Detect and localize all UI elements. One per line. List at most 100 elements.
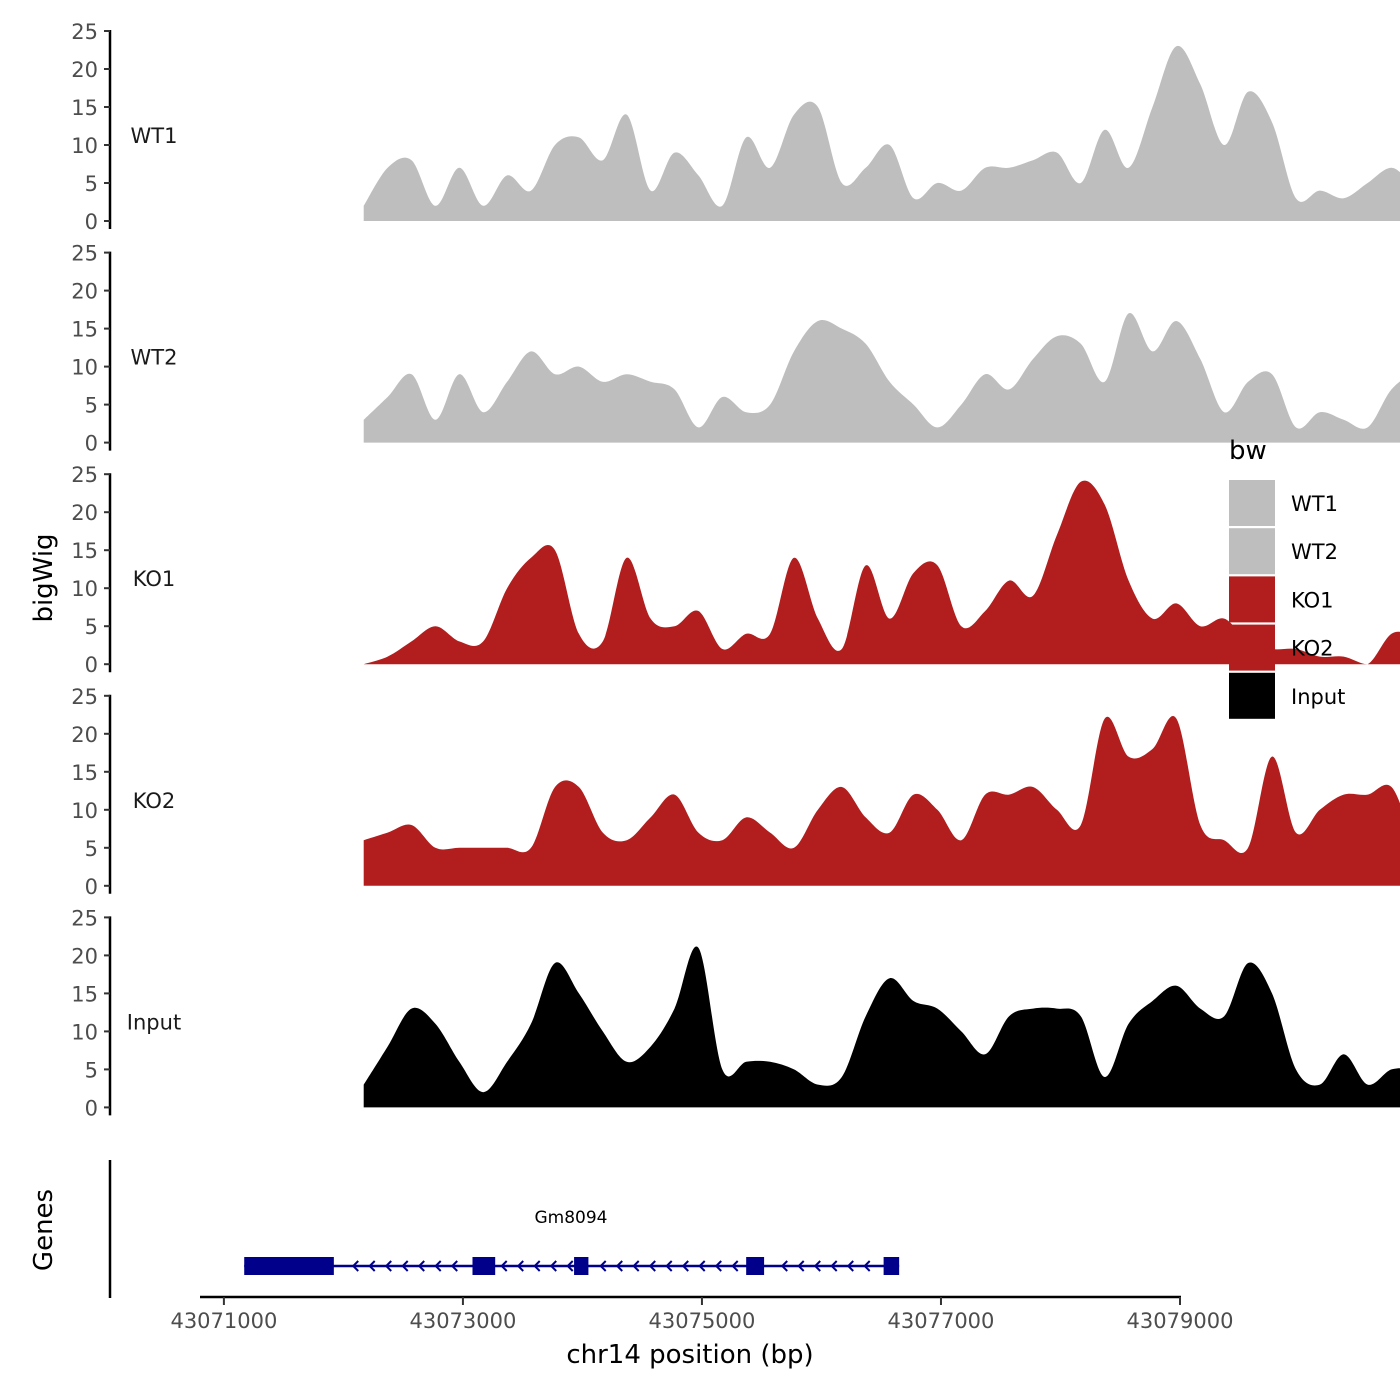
y-tick-label: 0 [85, 1096, 98, 1120]
y-tick-label: 20 [71, 723, 98, 747]
legend-label: KO1 [1291, 588, 1334, 612]
strand-arrow [599, 1260, 607, 1272]
strand-arrow [665, 1260, 673, 1272]
strand-arrow [516, 1260, 524, 1272]
legend-label: WT2 [1291, 540, 1338, 564]
x-axis-title: chr14 position (bp) [566, 1340, 813, 1370]
strand-arrow [830, 1260, 838, 1272]
y-tick-label: 0 [85, 875, 98, 899]
y-tick-label: 20 [71, 944, 98, 968]
strand-arrow [681, 1260, 689, 1272]
x-tick-label: 43073000 [409, 1309, 516, 1333]
strand-arrow [714, 1260, 722, 1272]
track-WT1: 0 5 10 15 20 25 WT1 [71, 20, 1400, 234]
y-tick-label: 15 [71, 318, 98, 342]
coverage-area-WT1 [363, 46, 1400, 221]
legend-item-KO1: KO1 [1229, 576, 1334, 623]
legend-item-WT2: WT2 [1229, 528, 1338, 575]
track-KO1: 0 5 10 15 20 25 KO1 [71, 463, 1400, 677]
coverage-area-KO2 [363, 716, 1400, 886]
strand-arrow [500, 1260, 508, 1272]
track-WT2: 0 5 10 15 20 25 WT2 [71, 242, 1400, 456]
legend-swatch [1229, 480, 1275, 526]
y-tick-label: 0 [85, 432, 98, 456]
gene-exon [746, 1257, 765, 1275]
y-tick-label: 15 [71, 539, 98, 563]
y-tick-label: 25 [71, 242, 98, 266]
strand-arrow [368, 1260, 376, 1272]
y-tick-label: 25 [71, 906, 98, 930]
y-tick-label: 10 [71, 1020, 98, 1044]
track-label: Input [127, 1010, 181, 1034]
y-tick-label: 5 [85, 615, 98, 639]
y-tick-label: 20 [71, 280, 98, 304]
legend-swatch [1229, 576, 1275, 623]
strand-arrow [434, 1260, 442, 1272]
legend-item-Input: Input [1229, 672, 1345, 719]
track-label: KO2 [133, 789, 176, 813]
gene-track-label: Genes [29, 1189, 59, 1271]
y-tick-label: 20 [71, 58, 98, 82]
y-tick-label: 10 [71, 356, 98, 380]
y-tick-label: 5 [85, 172, 98, 196]
y-tick-label: 5 [85, 394, 98, 418]
track-Input: 0 5 10 15 20 25 Input [71, 906, 1400, 1120]
y-tick-label: 5 [85, 837, 98, 861]
coverage-area-KO1 [363, 480, 1400, 665]
legend-label: WT1 [1291, 492, 1338, 516]
x-tick-label: 43075000 [649, 1309, 756, 1333]
strand-arrow [351, 1260, 359, 1272]
strand-arrow [731, 1260, 739, 1272]
y-tick-label: 20 [71, 501, 98, 525]
strand-arrow [846, 1260, 854, 1272]
coverage-area-WT2 [363, 313, 1400, 443]
strand-arrow [632, 1260, 640, 1272]
strand-arrow [797, 1260, 805, 1272]
x-tick-label: 43077000 [888, 1309, 995, 1333]
y-axis-title: bigWig [29, 533, 59, 622]
coverage-area-Input [363, 946, 1400, 1108]
y-tick-label: 5 [85, 1058, 98, 1082]
legend-label: KO2 [1291, 637, 1334, 661]
strand-arrow [813, 1260, 821, 1272]
strand-arrow [648, 1260, 656, 1272]
y-tick-label: 15 [71, 982, 98, 1006]
y-tick-label: 25 [71, 463, 98, 487]
y-tick-label: 25 [71, 685, 98, 709]
gene-exon [244, 1257, 334, 1275]
strand-arrow [401, 1260, 409, 1272]
y-tick-label: 0 [85, 210, 98, 234]
y-tick-label: 25 [71, 20, 98, 44]
gene-name-label: Gm8094 [535, 1208, 608, 1228]
track-label: WT1 [131, 124, 178, 148]
track-label: KO1 [133, 567, 176, 591]
legend-item-KO2: KO2 [1229, 624, 1334, 671]
legend-title: bw [1229, 436, 1267, 466]
legend-swatch [1229, 624, 1275, 671]
legend-label: Input [1291, 685, 1345, 709]
y-tick-label: 10 [71, 134, 98, 158]
legend-swatch [1229, 528, 1275, 575]
strand-arrow [780, 1260, 788, 1272]
x-tick-label: 43071000 [170, 1309, 277, 1333]
strand-arrow [533, 1260, 541, 1272]
gene-exon [574, 1257, 589, 1275]
track-label: WT2 [131, 346, 178, 370]
legend-swatch [1229, 672, 1275, 719]
x-tick-label: 43079000 [1127, 1309, 1234, 1333]
y-tick-label: 10 [71, 799, 98, 823]
gene-exon [883, 1257, 900, 1275]
strand-arrow [698, 1260, 706, 1272]
y-tick-label: 15 [71, 96, 98, 120]
strand-arrow [417, 1260, 425, 1272]
y-tick-label: 10 [71, 577, 98, 601]
track-KO2: 0 5 10 15 20 25 KO2 [71, 685, 1400, 899]
strand-arrow [384, 1260, 392, 1272]
y-tick-label: 15 [71, 761, 98, 785]
legend-item-WT1: WT1 [1229, 480, 1338, 526]
gene-exon [472, 1257, 496, 1275]
strand-arrow [450, 1260, 458, 1272]
strand-arrow [549, 1260, 557, 1272]
strand-arrow [615, 1260, 623, 1272]
